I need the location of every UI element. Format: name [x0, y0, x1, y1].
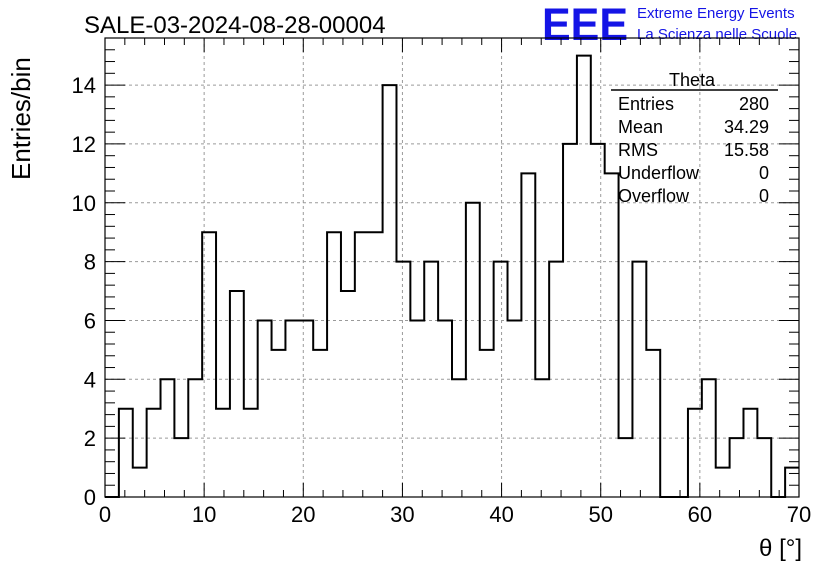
x-tick-label: 70 — [787, 502, 811, 527]
chart-title: SALE-03-2024-08-28-00004 — [84, 12, 386, 39]
y-tick-label: 8 — [84, 250, 96, 275]
stats-value: 34.29 — [724, 117, 769, 137]
x-tick-label: 30 — [390, 502, 414, 527]
x-axis-label: θ [°] — [759, 535, 802, 562]
stats-value: 280 — [739, 94, 769, 114]
logo-eee: EEE — [542, 0, 628, 50]
x-tick-label: 0 — [99, 502, 111, 527]
logo-line2: La Scienza nelle Scuole — [637, 26, 797, 43]
y-tick-label: 0 — [84, 485, 96, 510]
y-tick-labels: 0 2 4 6 8 10 12 14 — [72, 73, 96, 510]
x-tick-label: 50 — [588, 502, 612, 527]
x-tick-labels: 0 10 20 30 40 50 60 70 — [99, 502, 811, 527]
y-axis-label: Entries/bin — [6, 57, 36, 180]
x-tick-label: 60 — [688, 502, 712, 527]
stats-label: Overflow — [618, 186, 690, 206]
y-tick-label: 10 — [72, 191, 96, 216]
grid-lines — [105, 38, 799, 497]
plot-frame — [104, 37, 800, 498]
stats-value: 0 — [759, 186, 769, 206]
stats-box: Theta Entries 280 Mean 34.29 RMS 15.58 Underfl… — [611, 70, 778, 206]
stats-label: Mean — [618, 117, 663, 137]
x-tick-label: 20 — [291, 502, 315, 527]
y-tick-label: 4 — [84, 367, 96, 392]
x-tick-label: 40 — [489, 502, 513, 527]
axis-ticks — [104, 38, 800, 498]
stats-label: Underflow — [618, 163, 700, 183]
y-tick-label: 14 — [72, 73, 96, 98]
stats-label: RMS — [618, 140, 658, 160]
x-tick-label: 10 — [192, 502, 216, 527]
logo-line1: Extreme Energy Events — [637, 5, 795, 22]
y-tick-label: 6 — [84, 308, 96, 333]
stats-title: Theta — [669, 70, 716, 90]
y-tick-label: 2 — [84, 426, 96, 451]
y-tick-label: 12 — [72, 132, 96, 157]
stats-value: 15.58 — [724, 140, 769, 160]
histogram-line — [105, 54, 799, 498]
stats-value: 0 — [759, 163, 769, 183]
stats-label: Entries — [618, 94, 674, 114]
